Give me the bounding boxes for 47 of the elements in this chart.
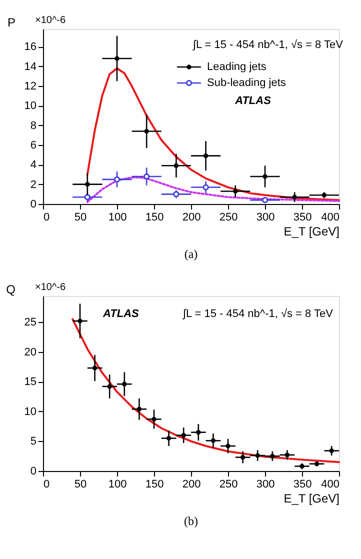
- text: ×10^-6: [35, 282, 66, 293]
- text: ×10^-6: [35, 15, 66, 26]
- x-tick-label: 250: [219, 478, 238, 490]
- y-tick-label: 25: [24, 316, 36, 329]
- y-tick-label: 16: [24, 41, 36, 54]
- y-tick-label: 15: [24, 376, 36, 388]
- legend-label: Leading jets: [207, 61, 267, 73]
- x-tick-label: 200: [182, 478, 201, 490]
- y-axis-title: P: [7, 16, 16, 30]
- x-tick-label: 350: [293, 478, 312, 490]
- y-tick-label: 4: [30, 159, 36, 172]
- x-tick-label: 0: [44, 478, 50, 490]
- x-tick-label: 0: [44, 212, 50, 224]
- y-tick-label: 10: [24, 406, 36, 418]
- y-tick-label: 2: [30, 178, 36, 191]
- x-tick-label: 50: [74, 478, 87, 490]
- annotation: ∫L = 15 - 454 nb^-1, √s = 8 TeV: [192, 39, 344, 51]
- x-tick-label: 50: [74, 212, 87, 224]
- y-tick-label: 20: [24, 346, 36, 358]
- annotation: ATLAS: [102, 308, 140, 320]
- x-tick-label: 200: [182, 212, 201, 224]
- x-tick-label: 400: [321, 478, 340, 490]
- x-tick-label: 150: [145, 212, 164, 224]
- x-tick-label: 400: [321, 212, 340, 224]
- y-tick-label: 0: [30, 466, 36, 478]
- y-tick-label: 0: [30, 198, 36, 210]
- annotation: ATLAS: [234, 95, 272, 107]
- x-tick-label: 300: [256, 212, 275, 224]
- y-tick-label: 5: [30, 436, 36, 448]
- y-tick-label: 12: [24, 80, 36, 93]
- x-tick-label: 300: [256, 478, 275, 490]
- x-axis-title: E_T [GeV]: [284, 224, 340, 238]
- y-axis-title: Q: [6, 282, 16, 296]
- text: (a): [184, 247, 198, 261]
- x-tick-label: 100: [108, 212, 127, 224]
- x-tick-label: 150: [145, 478, 164, 490]
- y-tick-label: 6: [30, 140, 36, 152]
- legend-label: Sub-leading jets: [207, 77, 286, 89]
- y-tick-label: 8: [30, 120, 36, 132]
- y-tick-label: 10: [24, 100, 36, 112]
- x-tick-label: 350: [293, 212, 312, 224]
- y-tick-label: 14: [24, 60, 36, 73]
- x-tick-label: 250: [219, 212, 238, 224]
- x-tick-label: 100: [108, 478, 127, 490]
- annotation: ∫L = 15 - 454 nb^-1, √s = 8 TeV: [182, 308, 334, 320]
- x-axis-title: E_T [GeV]: [284, 492, 340, 506]
- text: (b): [184, 514, 198, 528]
